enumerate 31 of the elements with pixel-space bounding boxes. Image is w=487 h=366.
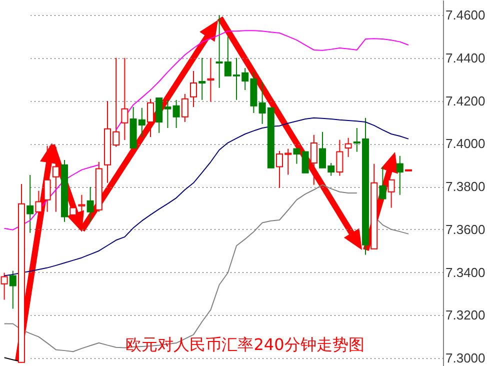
y-tick-label: 7.4600 (446, 8, 486, 23)
y-tick-label: 7.4000 (446, 136, 486, 152)
candlestick (344, 137, 352, 158)
y-tick-label: 7.3400 (446, 264, 486, 280)
y-tick-label: 7.3800 (446, 179, 486, 194)
candlestick (44, 145, 51, 212)
y-tick-label: 7.3200 (446, 308, 486, 323)
candlestick (379, 166, 386, 200)
candlestick (172, 99, 180, 129)
candlestick (147, 98, 154, 138)
y-tick-label: 7.3600 (446, 222, 486, 237)
candlestick (310, 134, 318, 186)
candlestick (26, 174, 34, 234)
candlestick (302, 151, 309, 174)
candlestick (388, 179, 395, 208)
y-tick-label: 7.3000 (446, 350, 486, 366)
candlestick (52, 146, 60, 212)
candlestick (293, 148, 300, 164)
y-tick-label: 7.4400 (446, 50, 486, 66)
candlestick (336, 139, 344, 176)
text: 欧元对人民币汇率240分钟走势图 (126, 335, 364, 354)
candlestick (121, 57, 128, 141)
y-tick-label: 7.4200 (446, 93, 486, 108)
candlestick (396, 155, 404, 196)
candlestick (190, 70, 197, 108)
candlestick (0, 272, 8, 300)
candlestick (181, 93, 188, 122)
candlestick (86, 186, 94, 222)
candlestick (207, 57, 214, 102)
candlestick (9, 270, 16, 310)
candlestick (198, 57, 206, 100)
